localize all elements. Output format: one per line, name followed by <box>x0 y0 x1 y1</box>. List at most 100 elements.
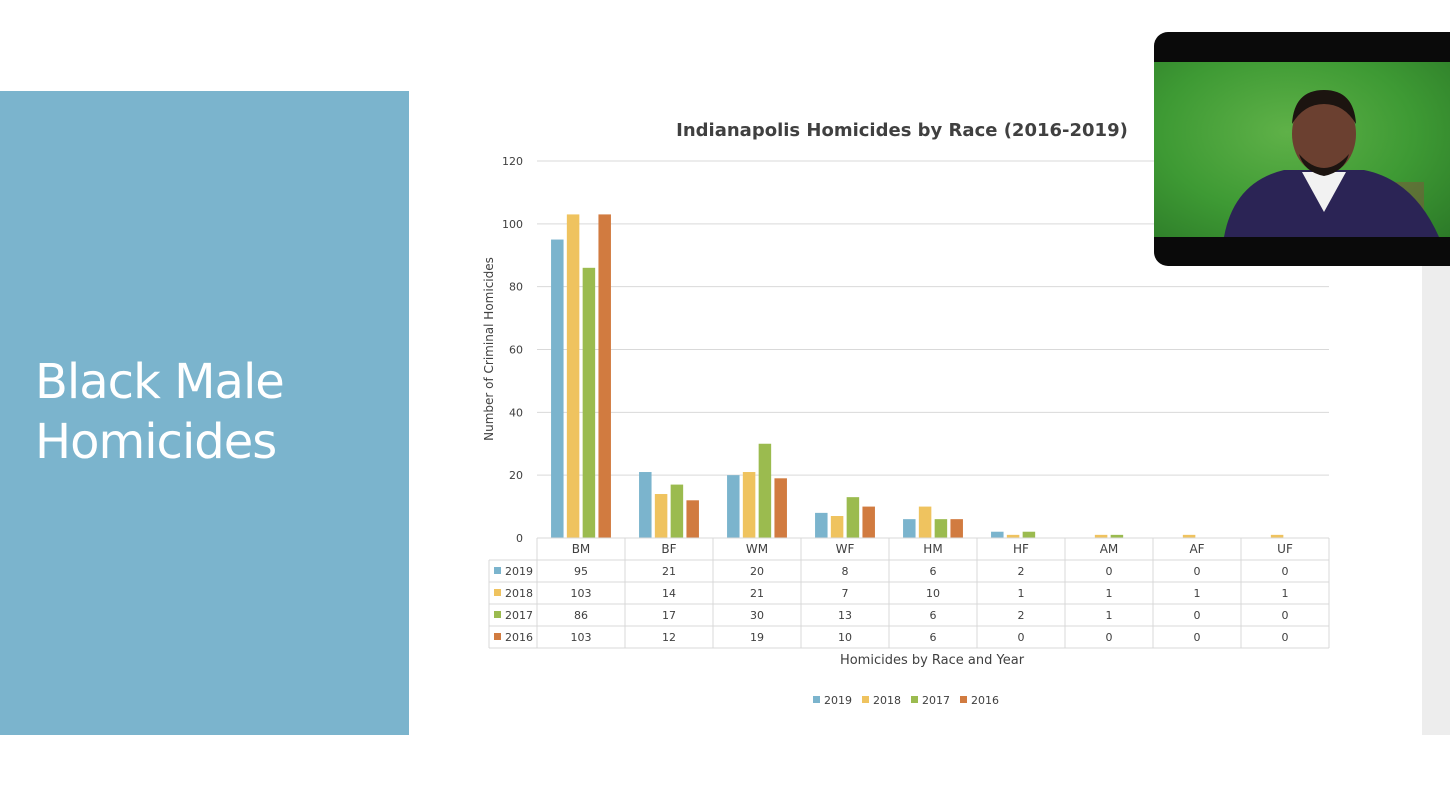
table-cell: 6 <box>930 609 937 622</box>
x-tick-label: HF <box>1013 542 1029 556</box>
y-tick-label: 60 <box>509 344 523 357</box>
slide-title-line-1: Black Male <box>35 354 285 410</box>
x-tick-label: AF <box>1189 542 1204 556</box>
presenter-video[interactable] <box>1154 32 1450 266</box>
y-tick-label: 0 <box>516 532 523 545</box>
table-cell: 6 <box>930 631 937 644</box>
bar-2016-BM <box>598 214 611 539</box>
chart-legend: 2019 2018 2017 2016 <box>813 694 999 707</box>
y-tick-label: 120 <box>502 155 523 168</box>
bar-2017-BF <box>670 484 684 538</box>
table-cell: 0 <box>1106 631 1113 644</box>
bar-2018-BF <box>654 494 668 538</box>
bar-2017-BM <box>582 267 596 538</box>
bar-2019-HF <box>991 531 1004 538</box>
chart-title: Indianapolis Homicides by Race (2016-201… <box>676 120 1128 141</box>
table-series-label: 2018 <box>505 587 533 600</box>
x-tick-label: AM <box>1100 542 1119 556</box>
table-cell: 1 <box>1282 587 1289 600</box>
table-cell: 10 <box>926 587 940 600</box>
table-cell: 103 <box>571 587 592 600</box>
legend-label: 2018 <box>873 694 901 707</box>
legend-swatch <box>960 696 967 703</box>
slide-title-line-2: Homicides <box>35 414 277 470</box>
table-cell: 6 <box>930 565 937 578</box>
legend-label: 2017 <box>922 694 950 707</box>
table-cell: 103 <box>571 631 592 644</box>
bar-2017-HF <box>1022 531 1036 538</box>
table-cell: 95 <box>574 565 588 578</box>
table-series-key <box>494 611 501 618</box>
table-cell: 0 <box>1018 631 1025 644</box>
bar-2016-WM <box>774 478 787 538</box>
x-tick-label: UF <box>1277 542 1293 556</box>
bar-2018-WF <box>830 516 844 538</box>
video-feed <box>1154 62 1450 237</box>
table-cell: 17 <box>662 609 676 622</box>
table-cell: 0 <box>1194 609 1201 622</box>
legend-swatch <box>862 696 869 703</box>
table-cell: 13 <box>838 609 852 622</box>
legend-label: 2019 <box>824 694 852 707</box>
bar-2018-HF <box>1006 534 1020 538</box>
legend-swatch <box>813 696 820 703</box>
y-tick-label: 80 <box>509 281 523 294</box>
table-series-key <box>494 589 501 596</box>
x-tick-label: WM <box>746 542 768 556</box>
table-cell: 2 <box>1018 609 1025 622</box>
x-tick-label: HM <box>923 542 942 556</box>
table-cell: 0 <box>1282 631 1289 644</box>
presenter-video-icon <box>1224 90 1439 237</box>
bar-2017-HM <box>934 519 948 538</box>
title-panel <box>0 91 409 735</box>
table-cell: 86 <box>574 609 588 622</box>
bar-2019-BF <box>639 472 652 538</box>
slide-title: Black Male Homicides <box>35 352 285 472</box>
x-tick-label: BF <box>661 542 676 556</box>
bar-2018-WM <box>742 472 756 538</box>
table-cell: 7 <box>842 587 849 600</box>
bar-2019-BM <box>551 239 564 538</box>
bar-2018-BM <box>566 214 580 539</box>
y-tick-label: 20 <box>509 469 523 482</box>
table-cell: 1 <box>1106 609 1113 622</box>
bar-2016-WF <box>862 506 875 538</box>
table-cell: 20 <box>750 565 764 578</box>
bar-2019-HM <box>903 519 916 538</box>
table-cell: 21 <box>662 565 676 578</box>
y-tick-label: 40 <box>509 406 523 419</box>
x-tick-label: WF <box>836 542 855 556</box>
legend-label: 2016 <box>971 694 999 707</box>
table-cell: 8 <box>842 565 849 578</box>
table-series-label: 2019 <box>505 565 533 578</box>
table-cell: 1 <box>1018 587 1025 600</box>
table-cell: 0 <box>1106 565 1113 578</box>
bar-2017-WF <box>846 497 860 538</box>
bar-2018-UF <box>1270 534 1284 538</box>
table-cell: 21 <box>750 587 764 600</box>
bar-2016-HM <box>950 519 963 538</box>
chart-bars <box>551 214 1284 539</box>
table-cell: 14 <box>662 587 676 600</box>
table-cell: 1 <box>1106 587 1113 600</box>
table-cell: 0 <box>1194 565 1201 578</box>
table-series-key <box>494 567 501 574</box>
bar-2018-AM <box>1094 534 1108 538</box>
table-cell: 10 <box>838 631 852 644</box>
table-series-label: 2017 <box>505 609 533 622</box>
legend-swatch <box>911 696 918 703</box>
table-series-key <box>494 633 501 640</box>
y-axis-label: Number of Criminal Homicides <box>482 257 496 441</box>
bar-2019-WM <box>727 475 740 538</box>
bar-2017-AM <box>1110 534 1124 538</box>
x-axis-label: Homicides by Race and Year <box>840 653 1025 668</box>
table-cell: 30 <box>750 609 764 622</box>
table-cell: 2 <box>1018 565 1025 578</box>
table-cell: 0 <box>1194 631 1201 644</box>
table-cell: 0 <box>1282 609 1289 622</box>
x-tick-label: BM <box>572 542 591 556</box>
table-cell: 1 <box>1194 587 1201 600</box>
bar-2018-HM <box>918 506 932 538</box>
